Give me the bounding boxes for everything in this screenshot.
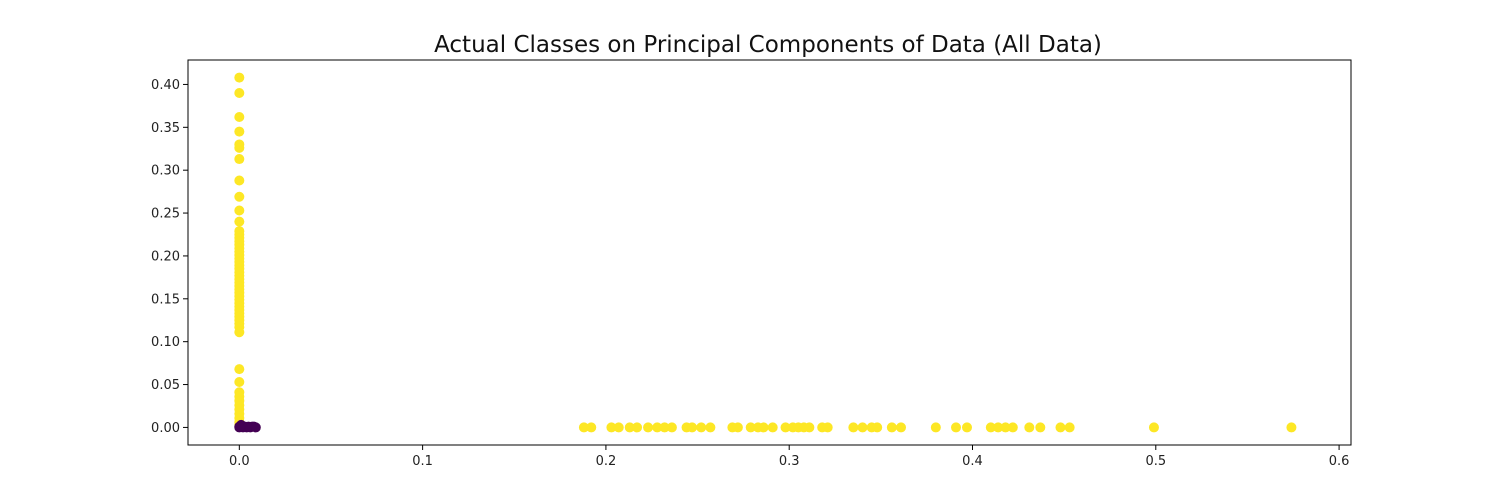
scatter-point [234,422,245,433]
scatter-point [758,422,769,433]
scatter-point [886,422,897,433]
x-tick-label: 0.0 [229,454,250,469]
scatter-point [234,376,245,387]
series-0 [234,72,1297,433]
scatter-point [745,422,756,433]
scatter-point [1286,422,1297,433]
y-axis: 0.00 0.05 0.10 0.15 0.20 0.25 0.30 0.35 0.40 [151,78,188,436]
scatter-point [1064,422,1075,433]
scatter-point [1000,422,1011,433]
scatter-point [985,422,996,433]
y-tick-label: 0.20 [151,249,180,264]
scatter-point [666,422,677,433]
plot-area [234,72,1297,433]
y-tick-label: 0.00 [151,421,180,436]
scatter-point [930,422,941,433]
x-tick-label: 0.6 [1329,454,1350,469]
scatter-point [696,422,707,433]
scatter-point [586,422,597,433]
scatter-point [606,422,617,433]
plot-frame [187,59,1352,446]
scatter-point [1148,422,1159,433]
scatter-point [234,154,245,165]
scatter-point [643,422,654,433]
scatter-point [896,422,907,433]
scatter-point [234,191,245,202]
scatter-point [578,422,589,433]
x-tick-label: 0.4 [962,454,983,469]
scatter-point [993,422,1004,433]
scatter-point [632,422,643,433]
y-tick-label: 0.35 [151,121,180,136]
y-tick-label: 0.30 [151,164,180,179]
scatter-point [1055,422,1066,433]
scatter-point [234,216,245,227]
scatter-point [234,364,245,375]
series-1 [234,419,261,433]
scatter-point [705,422,716,433]
scatter-point [872,422,883,433]
scatter-point [234,88,245,99]
scatter-point [1024,422,1035,433]
scatter-point [234,142,245,153]
scatter-point [234,72,245,83]
scatter-point [659,422,670,433]
y-tick-label: 0.15 [151,292,180,307]
scatter-point [250,422,261,433]
scatter-point [780,422,791,433]
y-tick-label: 0.05 [151,378,180,393]
scatter-point [687,422,698,433]
scatter-point [1007,422,1018,433]
scatter-point [732,422,743,433]
scatter-point [848,422,859,433]
scatter-point [857,422,868,433]
chart-title: Actual Classes on Principal Components o… [434,32,1102,58]
x-tick-label: 0.1 [412,454,433,469]
x-tick-label: 0.3 [779,454,800,469]
x-axis: 0.0 0.1 0.2 0.3 0.4 0.5 0.6 [229,445,1349,469]
scatter-point [234,175,245,186]
scatter-point [804,422,815,433]
y-tick-label: 0.40 [151,78,180,93]
scatter-point [767,422,778,433]
scatter-point [1035,422,1046,433]
scatter-point [234,112,245,123]
y-tick-label: 0.25 [151,207,180,222]
scatter-point [951,422,962,433]
y-tick-label: 0.10 [151,335,180,350]
x-tick-label: 0.5 [1145,454,1166,469]
scatter-point [652,422,663,433]
scatter-point [613,422,624,433]
scatter-point [822,422,833,433]
scatter-point [624,422,635,433]
scatter-point [961,422,972,433]
scatter-point [234,205,245,216]
x-tick-label: 0.2 [596,454,617,469]
scatter-point [234,126,245,137]
scatter-point [234,327,245,338]
